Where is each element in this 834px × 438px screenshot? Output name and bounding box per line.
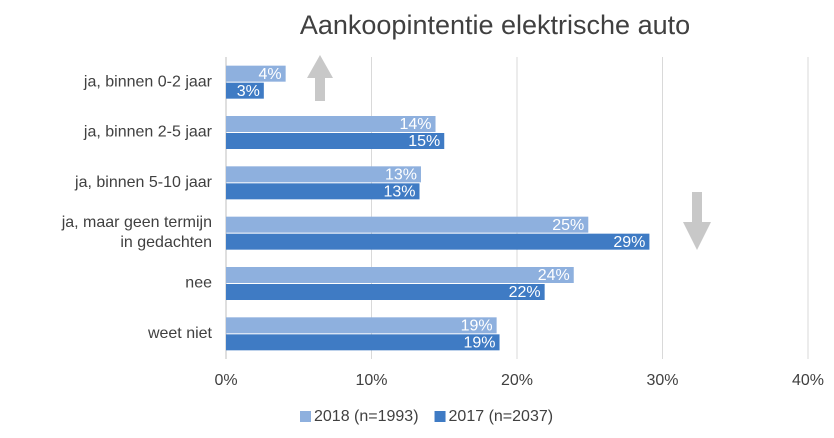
value-label: 13% (385, 167, 417, 184)
y-tick-label: ja, binnen 2-5 jaar (83, 124, 213, 141)
legend-swatch (300, 411, 311, 422)
up-arrow (307, 55, 333, 101)
value-label: 19% (461, 318, 493, 335)
value-label: 3% (237, 83, 260, 100)
y-tick-label: ja, maar geen termijn in gedachten (61, 214, 212, 251)
y-tick-label: nee (185, 275, 212, 292)
y-tick-label: weet niet (147, 325, 213, 342)
x-tick-label: 10% (355, 372, 387, 389)
value-label: 22% (509, 284, 541, 301)
bar (226, 82, 264, 99)
bar (226, 317, 497, 334)
y-tick-label: ja, binnen 0-2 jaar (83, 73, 213, 90)
bar (226, 133, 445, 149)
x-tick-label: 40% (792, 372, 824, 389)
value-label: 25% (552, 217, 584, 234)
bar (226, 334, 500, 351)
value-label: 13% (383, 184, 415, 201)
bar (226, 116, 436, 132)
legend-swatch (434, 411, 446, 422)
bar (226, 284, 545, 300)
bar (226, 183, 420, 200)
bar (226, 166, 421, 183)
bar (226, 233, 650, 250)
x-tick-label: 30% (646, 372, 678, 389)
x-tick-label: 0% (214, 372, 237, 389)
bar (226, 267, 574, 283)
legend-label: 2017 (n=2037) (449, 408, 554, 425)
down-arrow (683, 192, 711, 250)
y-tick-label: ja, binnen 5-10 jaar (74, 174, 213, 191)
bar (226, 216, 589, 233)
value-label: 19% (464, 335, 496, 352)
value-label: 24% (538, 267, 570, 284)
value-label: 4% (259, 66, 282, 83)
legend-label: 2018 (n=1993) (314, 408, 419, 425)
x-tick-label: 20% (501, 372, 533, 389)
chart-title: Aankoopintentie elektrische auto (300, 10, 690, 40)
value-label: 15% (408, 133, 440, 150)
bar (226, 65, 286, 82)
value-label: 29% (613, 234, 645, 251)
value-label: 14% (399, 116, 431, 133)
